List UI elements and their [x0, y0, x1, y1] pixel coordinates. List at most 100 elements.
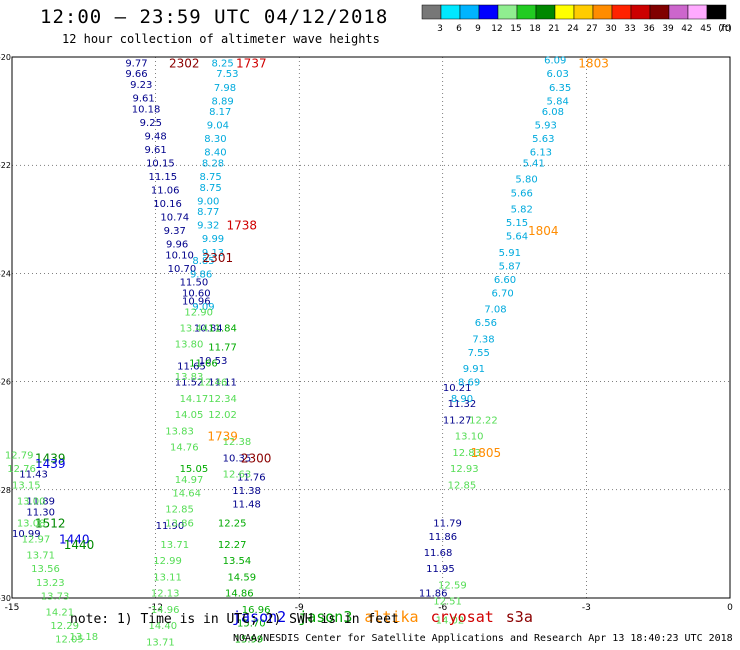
wave-height-point: 5.66 — [511, 188, 533, 199]
wave-height-point: 6.09 — [544, 56, 566, 67]
wave-height-point: 13.83 — [175, 372, 204, 383]
wave-height-point: 9.04 — [207, 121, 229, 132]
colorbar-tick-label: 27 — [586, 24, 597, 34]
wave-height-point: 13.15 — [12, 480, 41, 491]
wave-height-point: 5.41 — [523, 158, 545, 169]
wave-height-point: 11.77 — [208, 342, 237, 353]
colorbar-swatch — [497, 4, 518, 20]
wave-height-point: 12.22 — [469, 415, 498, 426]
colorbar-tick-label: 39 — [662, 24, 674, 34]
data-points: 9.779.669.239.6110.189.259.489.6110.1511… — [5, 56, 571, 649]
x-tick-label: -6 — [438, 603, 447, 613]
wave-height-point: 13.11 — [153, 572, 182, 583]
wave-height-point: 9.96 — [166, 240, 188, 251]
wave-height-point: 7.08 — [484, 305, 506, 316]
colorbar-tick-label: 36 — [643, 24, 655, 34]
wave-height-point: 11.52 — [175, 378, 204, 389]
wave-height-point: 8.25 — [211, 58, 233, 69]
footer-credit: NOAA/NESDIS Center for Satellite Applica… — [233, 633, 733, 644]
wave-height-point: 13.18 — [69, 632, 98, 643]
wave-height-point: 11.30 — [26, 507, 55, 518]
wave-height-point: 11.50 — [180, 278, 209, 289]
pass-time-label: 2300 — [241, 451, 272, 465]
wave-height-point: 10.10 — [165, 250, 194, 261]
wave-height-point: 11.89 — [26, 497, 55, 508]
wave-height-point: 10.70 — [168, 264, 197, 275]
colorbar-swatch — [478, 4, 499, 20]
wave-height-point: 13.54 — [223, 556, 252, 567]
wave-height-point: 8.30 — [204, 134, 226, 145]
wave-height-point: 14.96 — [151, 605, 180, 616]
wave-height-point: 9.91 — [463, 364, 485, 375]
wave-height-point: 12.46 — [199, 378, 228, 389]
wave-height-point: 12.79 — [5, 451, 34, 462]
wave-height-point: 12.27 — [218, 540, 247, 551]
colorbar-swatch — [668, 4, 689, 20]
wave-height-point: 13.08 — [17, 518, 46, 529]
wave-height-point: 5.82 — [511, 204, 533, 215]
wave-height-point: 5.87 — [499, 261, 521, 272]
wave-height-point: 10.35 — [223, 453, 252, 464]
wave-height-point: 9.32 — [197, 221, 219, 232]
pass-time-label: 1440 — [64, 538, 95, 552]
wave-height-point: 11.15 — [148, 172, 177, 183]
pass-time-label: 1805 — [471, 446, 502, 460]
wave-height-point: 11.90 — [156, 521, 185, 532]
colorbar-tick-label: 9 — [475, 24, 481, 34]
wave-height-point: 13.80 — [175, 340, 204, 351]
wave-height-point: 8.90 — [451, 394, 473, 405]
wave-height-point: 14.97 — [175, 475, 204, 486]
wave-height-point: 10.21 — [443, 383, 472, 394]
wave-height-point: 5.93 — [535, 121, 557, 132]
legend-entry: jason2 — [232, 608, 287, 626]
pass-time-label: 1737 — [236, 56, 267, 70]
colorbar-tick-label: 21 — [548, 24, 559, 34]
wave-height-point: 12.59 — [438, 580, 467, 591]
pass-time-label: 1512 — [35, 516, 66, 530]
satellite-legend: jason2 jason3 altika cryosat s3a — [232, 608, 545, 626]
colorbar-tick-label: 24 — [567, 24, 579, 34]
wave-height-point: 7.55 — [468, 348, 490, 359]
wave-height-point: 12.51 — [433, 597, 462, 608]
wave-height-point: 14.05 — [175, 410, 204, 421]
wave-height-point: 8.75 — [200, 183, 222, 194]
colorbar-legend: 3 6 9 12 15 18 21 24 27 30 33 36 39 42 45 70(ft) — [421, 4, 732, 34]
wave-height-point: 15.05 — [180, 464, 209, 475]
wave-height-point: 11.38 — [232, 486, 261, 497]
pass-time-label: 1738 — [226, 219, 257, 233]
colorbar-tick-label: 12 — [491, 24, 502, 34]
y-tick-label: -22 — [0, 161, 11, 170]
colorbar-swatch — [706, 4, 727, 20]
colorbar-swatch — [611, 4, 632, 20]
x-tick-label: -15 — [5, 603, 20, 613]
wave-height-point: 6.60 — [494, 275, 516, 286]
colorbar-swatch — [649, 4, 670, 20]
wave-height-point: 9.77 — [125, 58, 147, 69]
wave-height-point: 10.99 — [12, 529, 41, 540]
colorbar-swatch — [440, 4, 461, 20]
colorbar-swatch — [573, 4, 594, 20]
wave-height-point: 6.13 — [530, 148, 552, 159]
pass-time-label: 2301 — [203, 251, 234, 265]
y-tick-label: -20 — [0, 53, 11, 62]
colorbar-tick-label: 70 — [719, 24, 731, 34]
wave-height-point: 15.99 — [235, 635, 264, 646]
wave-height-point: 6.08 — [542, 107, 564, 118]
wave-height-point: 14.64 — [172, 489, 201, 500]
wave-height-point: 11.48 — [232, 499, 261, 510]
wave-height-point: 11.68 — [424, 548, 453, 559]
wave-height-point: 9.86 — [190, 269, 212, 280]
wave-height-point: 7.98 — [214, 83, 236, 94]
pass-time-label: 1439 — [35, 457, 66, 471]
colorbar-swatch — [554, 4, 575, 20]
wave-height-point: 5.15 — [506, 218, 528, 229]
wave-height-point: 11.43 — [19, 470, 48, 481]
wave-height-point: 11.76 — [237, 472, 266, 483]
x-tick-label: -9 — [295, 603, 304, 613]
pass-time-label: 1439 — [35, 451, 66, 465]
colorbar-tick-label: 33 — [624, 24, 635, 34]
colorbar-swatch — [421, 4, 442, 20]
wave-height-point: 11.27 — [443, 415, 472, 426]
wave-height-point: 9.00 — [197, 196, 219, 207]
wave-height-point: 13.00 — [17, 497, 46, 508]
